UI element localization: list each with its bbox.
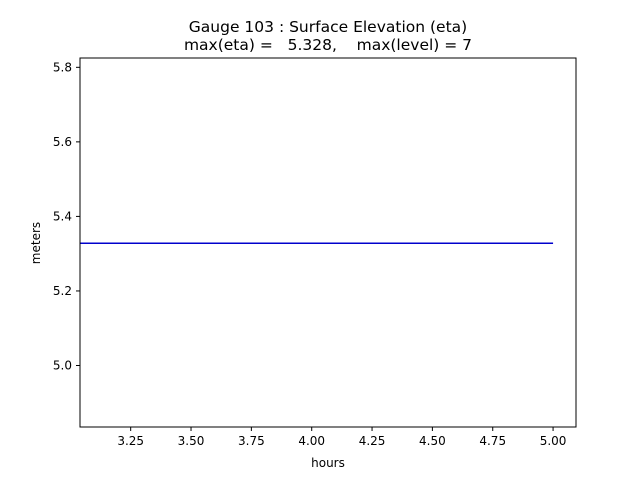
x-tick-label: 3.50	[178, 434, 205, 448]
y-tick-label: 5.4	[53, 209, 72, 223]
x-tick-label: 4.25	[359, 434, 386, 448]
y-tick-label: 5.8	[53, 60, 72, 74]
x-tick-label: 3.25	[117, 434, 144, 448]
x-axis: 3.25 3.50 3.75 4.00 4.25 4.50 4.75 5.00	[117, 427, 566, 448]
x-tick-label: 3.75	[238, 434, 265, 448]
y-tick-label: 5.2	[53, 284, 72, 298]
x-tick-label: 4.00	[298, 434, 325, 448]
y-tick-label: 5.0	[53, 359, 72, 373]
y-axis: 5.0 5.2 5.4 5.6 5.8	[53, 60, 80, 373]
x-tick-label: 5.00	[540, 434, 567, 448]
x-tick-label: 4.75	[479, 434, 506, 448]
x-axis-label: hours	[311, 456, 345, 470]
y-tick-label: 5.6	[53, 135, 72, 149]
x-tick-label: 4.50	[419, 434, 446, 448]
axes-frame	[79, 57, 577, 428]
chart-title: Gauge 103 : Surface Elevation (eta)	[189, 18, 467, 36]
y-axis-label: meters	[29, 222, 43, 264]
chart-subtitle: max(eta) = 5.328, max(level) = 7	[184, 36, 472, 54]
